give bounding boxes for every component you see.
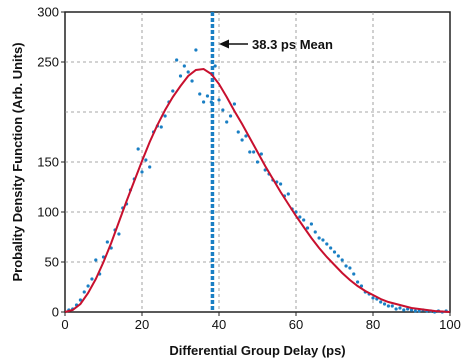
y-tick-label: 300: [37, 5, 59, 20]
data-point: [386, 304, 390, 308]
data-point: [202, 100, 206, 104]
data-point: [194, 48, 198, 52]
plot-area: [64, 11, 451, 314]
data-point: [148, 165, 152, 169]
data-point: [86, 284, 90, 288]
data-point: [371, 296, 375, 300]
data-point: [325, 242, 329, 246]
data-point: [225, 120, 229, 124]
data-point: [302, 218, 306, 222]
data-point: [171, 89, 175, 93]
mean-annotation: 38.3 ps Mean: [219, 37, 333, 52]
data-point: [159, 125, 163, 129]
data-point: [352, 272, 356, 276]
data-point: [117, 232, 121, 236]
x-tick-label: 100: [439, 317, 461, 332]
data-point: [144, 158, 148, 162]
y-tick-label: 0: [52, 305, 59, 320]
data-point: [344, 264, 348, 268]
y-tick-label: 250: [37, 55, 59, 70]
data-point: [379, 300, 383, 304]
data-point: [286, 192, 290, 196]
data-point: [329, 246, 333, 250]
data-point: [240, 138, 244, 142]
arrow-head-icon: [219, 39, 229, 49]
data-point: [382, 302, 387, 306]
data-point: [236, 130, 240, 134]
annotation-text: 38.3 ps Mean: [252, 37, 333, 52]
data-point: [313, 230, 317, 234]
data-point: [348, 266, 352, 270]
data-point: [252, 150, 256, 154]
data-point: [244, 134, 248, 138]
data-point: [417, 309, 421, 313]
data-point: [309, 222, 313, 226]
fit-curve: [64, 67, 451, 313]
data-point: [317, 236, 321, 240]
x-tick-label: 0: [61, 317, 68, 332]
data-point: [94, 258, 98, 262]
data-point: [205, 94, 210, 98]
data-point: [336, 254, 340, 258]
data-point: [232, 102, 236, 106]
data-point: [217, 98, 221, 102]
y-tick-label: 150: [37, 155, 59, 170]
data-point: [259, 152, 263, 156]
y-tick-label: 50: [45, 255, 59, 270]
data-point: [175, 58, 179, 62]
data-point: [356, 280, 360, 284]
data-point: [248, 150, 252, 154]
y-tick-label: 100: [37, 205, 59, 220]
data-point: [321, 238, 325, 242]
data-point: [279, 182, 283, 186]
data-point: [186, 70, 190, 74]
data-point: [305, 226, 310, 230]
x-tick-label: 20: [135, 317, 149, 332]
data-point: [298, 215, 302, 219]
data-point: [402, 308, 406, 312]
data-point: [209, 100, 213, 104]
data-point: [90, 277, 94, 281]
data-point: [394, 307, 398, 311]
data-point: [413, 309, 417, 313]
x-tick-label: 80: [366, 317, 380, 332]
data-point: [221, 108, 225, 112]
data-point: [294, 210, 298, 214]
data-point: [105, 240, 109, 244]
data-point: [163, 114, 167, 118]
data-point: [136, 147, 140, 151]
data-point: [255, 160, 260, 164]
y-axis-ticks: 0 50 100 150 250 300: [37, 5, 65, 320]
data-point: [178, 74, 183, 78]
x-tick-label: 60: [289, 317, 303, 332]
data-point: [182, 64, 186, 68]
y-axis-title: Probality Density Function (Arb. Units): [10, 42, 25, 281]
data-points: [67, 48, 448, 314]
data-point: [82, 290, 86, 294]
data-point: [140, 170, 144, 174]
data-point: [198, 92, 202, 96]
data-point: [78, 298, 82, 302]
x-tick-label: 40: [212, 317, 226, 332]
data-point: [213, 64, 217, 68]
data-point: [228, 114, 233, 118]
x-axis-title: Differential Group Delay (ps): [169, 343, 345, 358]
x-axis-ticks: 0 20 40 60 80 100: [61, 312, 461, 332]
data-point: [398, 306, 402, 310]
data-point: [340, 258, 344, 262]
data-point: [409, 308, 414, 312]
data-point: [190, 79, 194, 83]
data-point: [390, 304, 394, 308]
data-point: [332, 250, 337, 254]
